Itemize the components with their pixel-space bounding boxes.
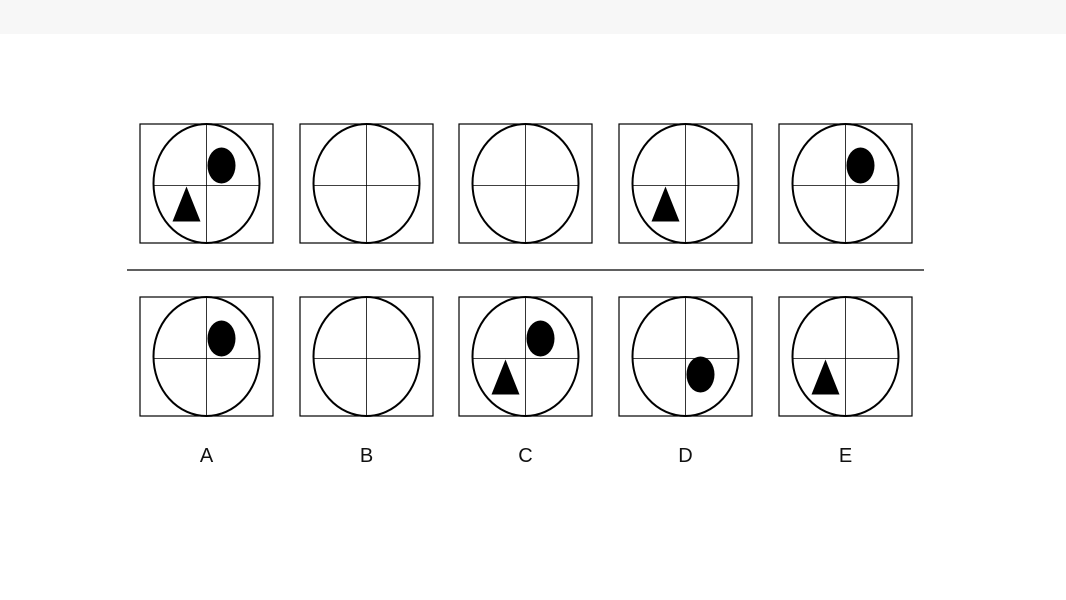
outer-circle <box>791 123 900 244</box>
outer-circle <box>791 296 900 417</box>
question-panel-3 <box>458 123 593 244</box>
outer-circle <box>631 296 740 417</box>
outer-circle <box>152 296 261 417</box>
answer-row: A B C D E <box>139 296 913 467</box>
answer-option-e[interactable] <box>778 296 913 417</box>
question-panel-1 <box>139 123 274 244</box>
outer-circle <box>471 123 580 244</box>
filled-triangle <box>651 186 680 222</box>
question-panel-2 <box>299 123 434 244</box>
filled-ellipse <box>686 356 715 393</box>
filled-ellipse <box>846 147 875 184</box>
answer-option-c[interactable] <box>458 296 593 417</box>
option-label: D <box>678 445 692 467</box>
question-panel-4 <box>618 123 753 244</box>
filled-triangle <box>491 359 520 395</box>
answer-option-d[interactable] <box>618 296 753 417</box>
answer-option-b[interactable] <box>299 296 434 417</box>
option-label: C <box>518 445 532 467</box>
question-panel-5 <box>778 123 913 244</box>
outer-circle <box>152 123 261 244</box>
top-bar <box>0 0 1066 34</box>
outer-circle <box>631 123 740 244</box>
answer-option-a[interactable] <box>139 296 274 417</box>
outer-circle <box>471 296 580 417</box>
filled-triangle <box>811 359 840 395</box>
option-label: B <box>360 445 373 467</box>
filled-ellipse <box>207 147 236 184</box>
option-label: A <box>200 445 214 467</box>
filled-triangle <box>172 186 201 222</box>
option-label: E <box>839 445 852 467</box>
question-row <box>139 123 913 244</box>
outer-circle <box>312 296 421 417</box>
outer-circle <box>312 123 421 244</box>
filled-ellipse <box>207 320 236 357</box>
filled-ellipse <box>526 320 555 357</box>
